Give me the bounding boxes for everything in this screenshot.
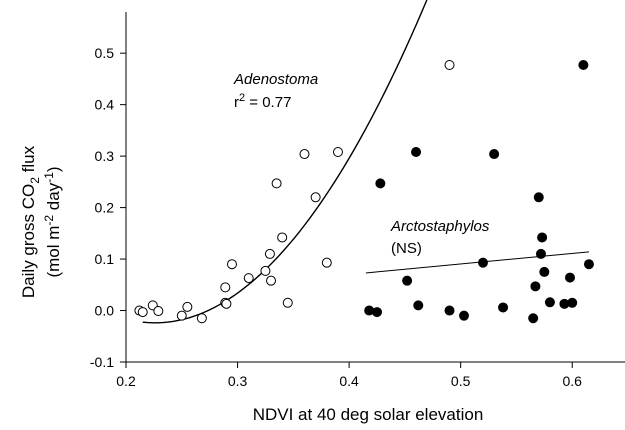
arctostaphylos-point bbox=[477, 257, 488, 268]
arctostaphylos-point bbox=[459, 310, 470, 321]
y-axis-ticks: -0.1 0.0 0.1 0.2 0.3 0.4 0.5 bbox=[90, 45, 126, 370]
annotation-r2-value: = 0.77 bbox=[245, 94, 291, 111]
arctostaphylos-point bbox=[444, 305, 455, 316]
x-tick-label: 0.2 bbox=[116, 373, 136, 389]
adenostoma-point bbox=[264, 248, 275, 259]
arctostaphylos-point bbox=[567, 297, 578, 308]
adenostoma-point bbox=[137, 307, 148, 318]
arctostaphylos-point bbox=[530, 281, 541, 292]
y-tick-label: -0.1 bbox=[90, 354, 114, 370]
y-tick-label: 0.4 bbox=[95, 97, 115, 113]
y-axis-title-line2: (mol m bbox=[44, 226, 63, 278]
adenostoma-point bbox=[277, 232, 288, 243]
arctostaphylos-point bbox=[498, 302, 509, 313]
adenostoma-point bbox=[221, 298, 232, 309]
fit-lines bbox=[142, 0, 590, 324]
y-axis-title-line1: Daily gross CO bbox=[19, 184, 38, 298]
y-axis-title-sup1: -2 bbox=[42, 215, 56, 226]
arctostaphylos-point bbox=[411, 147, 422, 157]
adenostoma-point bbox=[321, 257, 332, 268]
arctostaphylos-point bbox=[375, 178, 386, 189]
adenostoma-point bbox=[220, 282, 231, 293]
x-axis-ticks: 0.2 0.3 0.4 0.5 0.6 bbox=[116, 362, 582, 389]
x-tick-label: 0.6 bbox=[562, 373, 582, 389]
y-tick-label: 0.5 bbox=[95, 45, 115, 61]
adenostoma-point bbox=[176, 310, 187, 321]
y-tick-label: 0.0 bbox=[95, 303, 115, 319]
adenostoma-point bbox=[182, 301, 193, 312]
arctostaphylos-point bbox=[528, 313, 539, 324]
arctostaphylos-point bbox=[537, 232, 548, 243]
adenostoma-point bbox=[226, 259, 237, 270]
adenostoma-point bbox=[196, 313, 207, 324]
adenostoma-point bbox=[310, 192, 321, 203]
annotation-ns: (NS) bbox=[391, 240, 422, 257]
y-tick-label: 0.2 bbox=[95, 200, 115, 216]
adenostoma-point bbox=[282, 297, 293, 308]
svg-text:Daily gross CO2 flux: Daily gross CO2 flux bbox=[19, 145, 42, 298]
adenostoma-point bbox=[243, 273, 254, 284]
x-tick-label: 0.4 bbox=[339, 373, 359, 389]
x-tick-label: 0.5 bbox=[451, 373, 471, 389]
y-axis-title-sub: 2 bbox=[28, 177, 42, 184]
arctostaphylos-point bbox=[544, 297, 555, 308]
adenostoma-point bbox=[299, 149, 310, 160]
y-tick-label: 0.1 bbox=[95, 251, 115, 267]
adenostoma-fit-curve bbox=[142, 0, 428, 324]
adenostoma-point bbox=[260, 265, 271, 276]
arctostaphylos-point bbox=[583, 259, 594, 270]
annotation-arctostaphylos: Arctostaphylos bbox=[390, 218, 490, 235]
arctostaphylos-point bbox=[489, 149, 500, 160]
annotation-r2: r2 = 0.77 bbox=[234, 92, 291, 111]
annotation-adenostoma: Adenostoma bbox=[233, 71, 318, 88]
y-axis-title-line2-end: ) bbox=[44, 166, 63, 172]
adenostoma-point bbox=[444, 60, 455, 71]
adenostoma-point bbox=[153, 306, 164, 317]
arctostaphylos-fit-line bbox=[365, 251, 590, 274]
y-axis-title-line2-mid: day bbox=[44, 182, 63, 215]
arctostaphylos-point bbox=[564, 272, 575, 283]
arctostaphylos-point bbox=[413, 300, 424, 311]
adenostoma-point bbox=[332, 147, 343, 157]
arctostaphylos-point bbox=[402, 275, 413, 286]
x-tick-label: 0.3 bbox=[228, 373, 248, 389]
arctostaphylos-point bbox=[533, 192, 544, 203]
plot-frame bbox=[125, 12, 625, 363]
y-axis-title-sup2: -1 bbox=[42, 172, 56, 183]
data-points bbox=[134, 60, 594, 324]
x-axis-title: NDVI at 40 deg solar elevation bbox=[253, 405, 484, 424]
y-tick-label: 0.3 bbox=[95, 148, 115, 164]
y-axis-title-line1-end: flux bbox=[19, 145, 38, 177]
arctostaphylos-point bbox=[578, 60, 589, 71]
svg-text:(mol m-2 day-1): (mol m-2 day-1) bbox=[42, 166, 63, 277]
annotation-r2-base: r bbox=[234, 94, 239, 111]
adenostoma-point bbox=[271, 178, 282, 189]
arctostaphylos-point bbox=[539, 266, 550, 277]
annotation-r2-sup: 2 bbox=[239, 92, 245, 104]
arctostaphylos-point bbox=[535, 248, 546, 259]
arctostaphylos-point bbox=[372, 307, 382, 318]
adenostoma-point bbox=[266, 275, 277, 286]
y-axis-title: Daily gross CO2 flux (mol m-2 day-1) bbox=[19, 145, 63, 298]
